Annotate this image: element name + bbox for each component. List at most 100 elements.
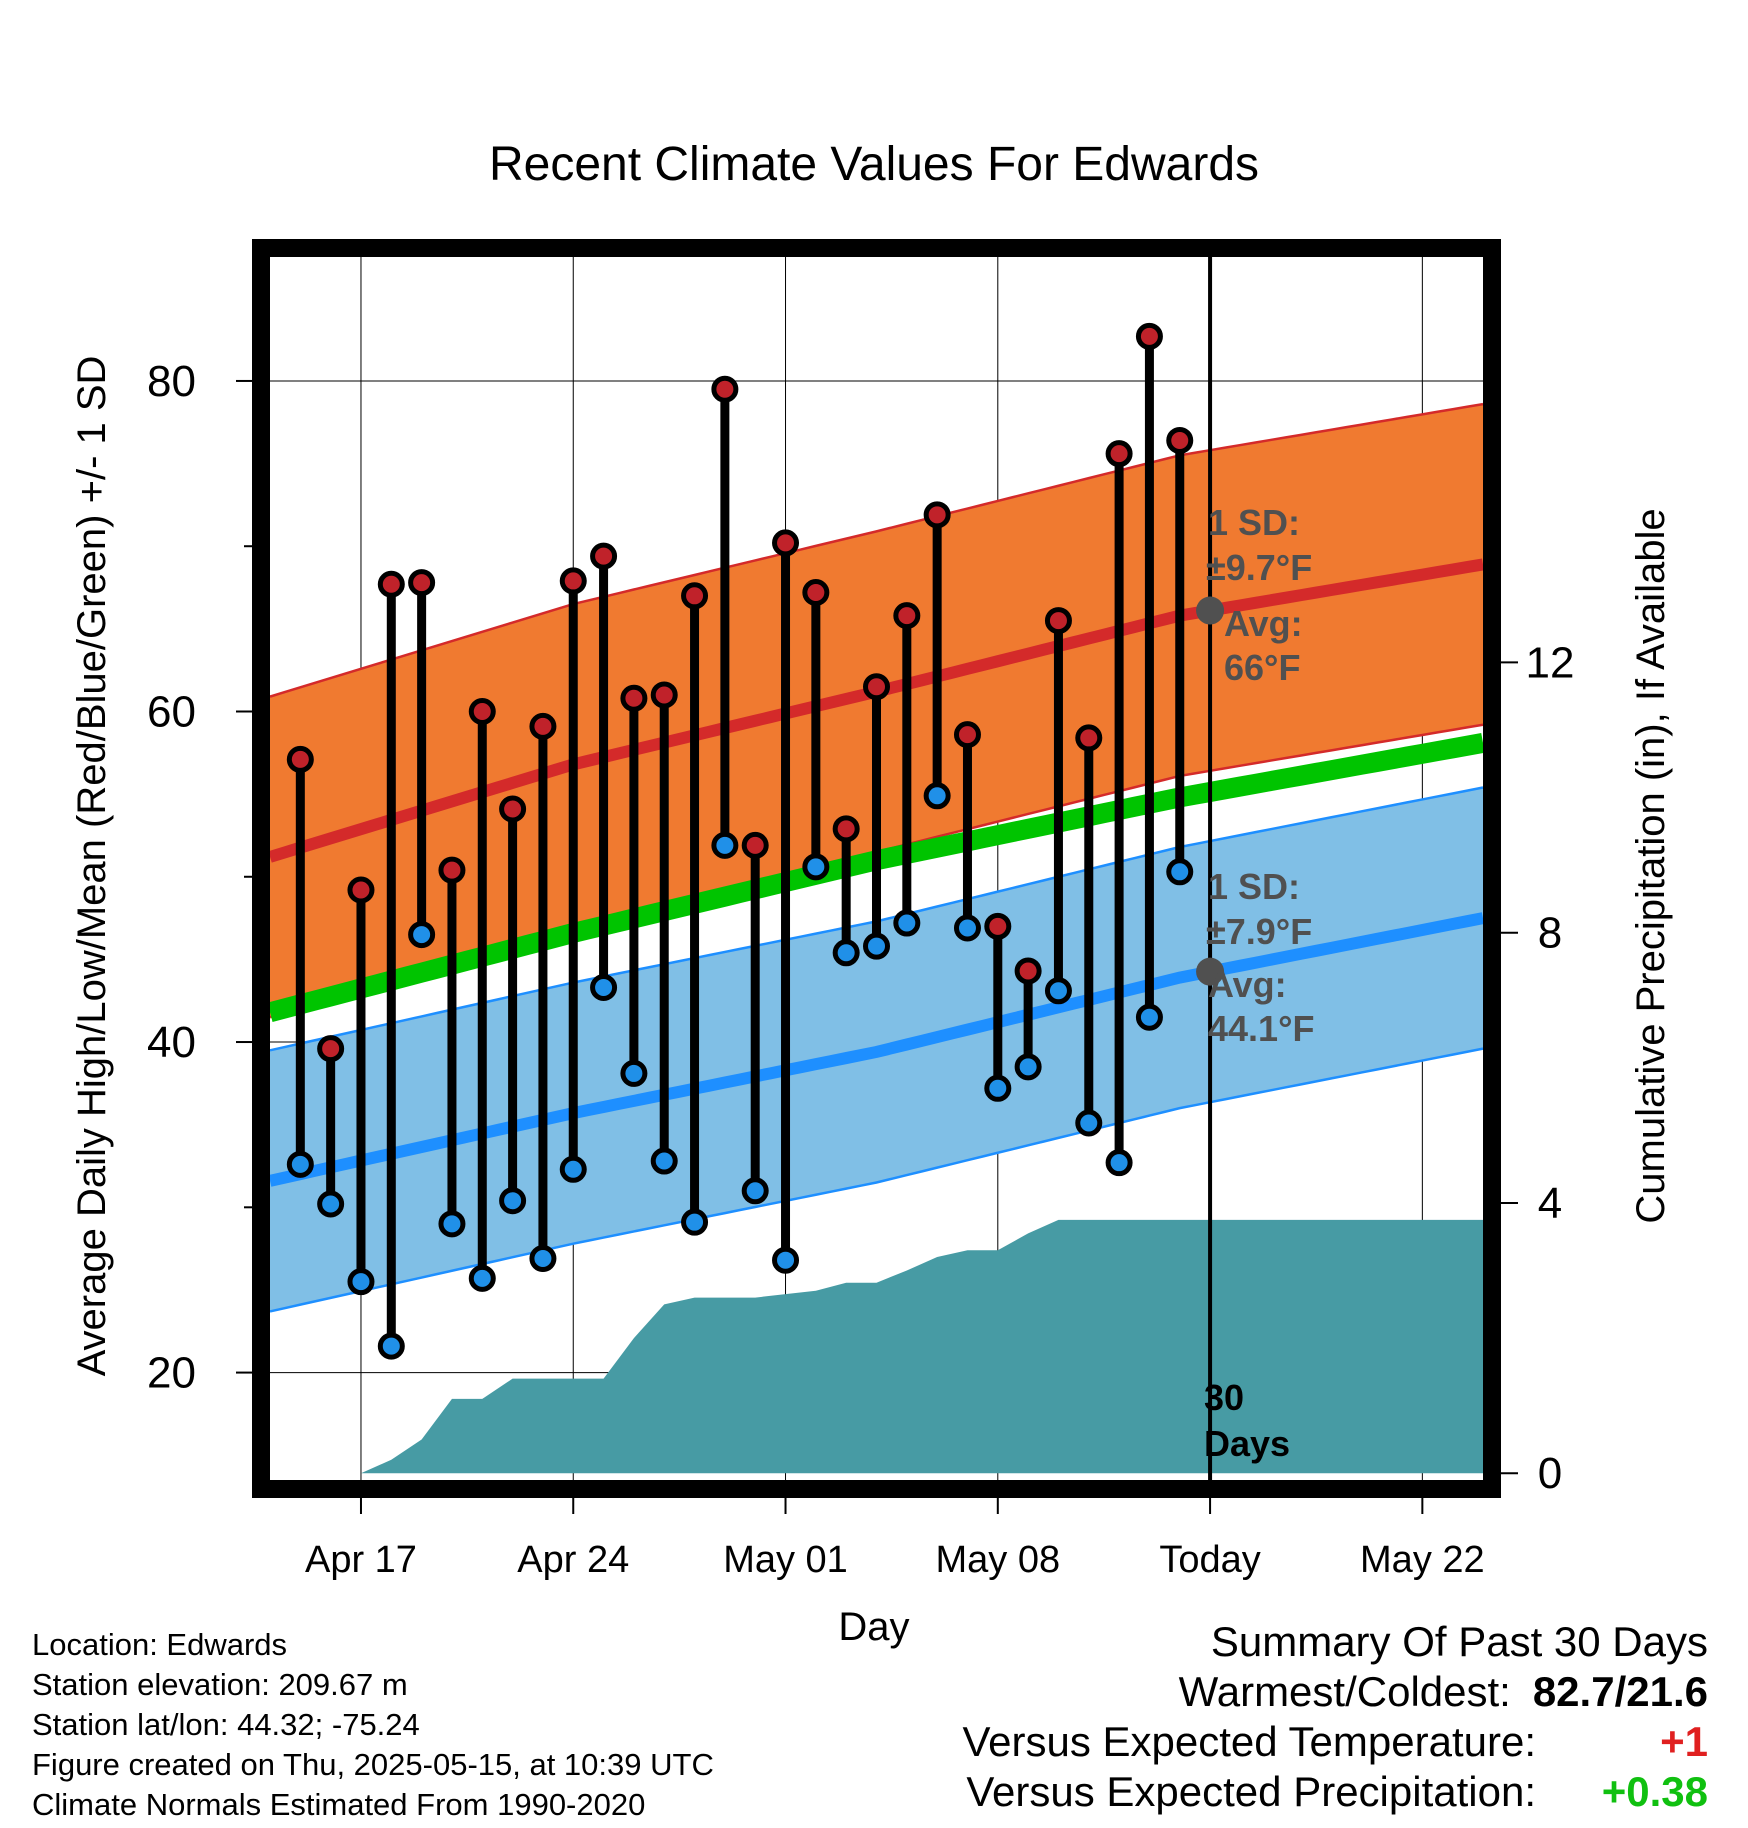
daily-high-point-11 — [620, 684, 648, 712]
daily-high-point-29 — [1166, 426, 1194, 454]
daily-high-point-9 — [559, 567, 587, 595]
high-avg-value: 66°F — [1224, 647, 1300, 688]
summary-panel: Summary Of Past 30 Days Warmest/Coldest:… — [962, 1617, 1708, 1817]
daily-low-point-7 — [499, 1187, 527, 1215]
y-right-tick-label-2: 8 — [1538, 909, 1562, 958]
daily-high-point-20 — [893, 602, 921, 630]
climate-normals-period: Climate Normals Estimated From 1990-2020 — [32, 1787, 646, 1822]
low-avg-line — [268, 912, 1485, 1187]
warm-cold-value: 82.7/21.6 — [1532, 1668, 1708, 1715]
station-latlon: Station lat/lon: 44.32; -75.24 — [32, 1707, 420, 1742]
daily-high-point-16 — [772, 529, 800, 557]
daily-low-point-24 — [1014, 1053, 1042, 1081]
temp-value: +1 — [1660, 1718, 1708, 1765]
daily-low-point-16 — [772, 1246, 800, 1274]
daily-high-point-21 — [923, 501, 951, 529]
daily-low-point-23 — [984, 1074, 1012, 1102]
high-avg-label: Avg: — [1224, 603, 1303, 644]
x-axis: Apr 17 Apr 24 May 01 May 08 Today May 22 — [305, 1498, 1485, 1581]
daily-high-point-1 — [317, 1035, 345, 1063]
daily-low-point-20 — [893, 909, 921, 937]
daily-high-point-7 — [499, 795, 527, 823]
summary-temp: Versus Expected Temperature: +1 — [962, 1717, 1708, 1767]
y-axis-right: 0 4 8 12 — [1501, 638, 1574, 1498]
today-high-avg-marker — [1196, 596, 1225, 625]
days-word: Days — [1204, 1423, 1290, 1464]
daily-low-point-29 — [1166, 858, 1194, 886]
station-location: Location: Edwards — [32, 1627, 288, 1662]
x-tick-label-2: May 01 — [723, 1539, 848, 1581]
y-left-tick-label-0: 20 — [147, 1349, 196, 1398]
today-line — [1196, 257, 1225, 1480]
x-tick-label-4: Today — [1159, 1539, 1260, 1581]
figure-created: Figure created on Thu, 2025-05-15, at 10… — [32, 1747, 714, 1782]
low-annotation: 1 SD: ±7.9°F Avg: 44.1°F — [1206, 866, 1314, 1049]
y-axis-right-label: Cumulative Precipitation (in), If Availa… — [1629, 508, 1673, 1223]
daily-low-point-27 — [1105, 1149, 1133, 1177]
daily-points — [286, 322, 1194, 1360]
daily-high-point-6 — [468, 697, 496, 725]
daily-high-point-19 — [863, 673, 890, 701]
high-sd-band-upper-edge — [269, 402, 1484, 698]
daily-high-point-13 — [681, 582, 709, 610]
y-left-tick-label-3: 80 — [147, 357, 196, 406]
daily-high-point-14 — [711, 375, 739, 403]
temp-label: Versus Expected Temperature: — [962, 1718, 1536, 1765]
daily-high-point-3 — [377, 570, 405, 598]
daily-low-point-15 — [741, 1177, 769, 1205]
x-tick-label-3: May 08 — [935, 1539, 1060, 1581]
daily-high-point-26 — [1075, 724, 1103, 752]
daily-stems — [295, 336, 1185, 1347]
daily-high-point-0 — [286, 745, 314, 773]
daily-low-point-3 — [377, 1332, 405, 1360]
daily-low-point-19 — [863, 932, 890, 960]
daily-high-point-28 — [1135, 322, 1163, 350]
high-sd-label: 1 SD: — [1208, 502, 1300, 543]
daily-high-point-12 — [650, 681, 678, 709]
today-low-avg-marker — [1196, 957, 1225, 986]
daily-low-point-14 — [711, 831, 739, 859]
station-elevation: Station elevation: 209.67 m — [32, 1667, 408, 1702]
daily-high-point-27 — [1105, 440, 1133, 468]
daily-low-point-6 — [468, 1264, 496, 1292]
y-axis-left-label: Average Daily High/Low/Mean (Red/Blue/Gr… — [70, 356, 114, 1377]
x-tick-label-5: May 22 — [1360, 1539, 1485, 1581]
daily-low-point-26 — [1075, 1109, 1103, 1137]
y-right-tick-label-3: 12 — [1526, 638, 1575, 687]
x-axis-label: Day — [838, 1605, 909, 1649]
low-sd-label: 1 SD: — [1208, 866, 1300, 907]
daily-high-point-2 — [347, 876, 375, 904]
daily-low-point-1 — [317, 1190, 345, 1218]
precip-value: +0.38 — [1601, 1768, 1708, 1815]
daily-low-point-21 — [923, 782, 951, 810]
daily-high-point-17 — [802, 578, 830, 606]
daily-low-point-10 — [590, 973, 618, 1001]
y-right-tick-label-1: 4 — [1538, 1179, 1562, 1228]
chart-title: Recent Climate Values For Edwards — [489, 138, 1259, 191]
daily-high-point-10 — [590, 542, 618, 570]
daily-low-point-18 — [832, 939, 860, 967]
high-sd-value: ±9.7°F — [1206, 547, 1312, 588]
daily-high-point-4 — [408, 569, 436, 597]
daily-low-point-8 — [529, 1245, 557, 1273]
daily-low-point-9 — [559, 1155, 587, 1183]
daily-low-point-2 — [347, 1268, 375, 1296]
daily-low-point-11 — [620, 1059, 648, 1087]
days-count: 30 — [1204, 1377, 1244, 1418]
x-tick-label-0: Apr 17 — [305, 1539, 417, 1581]
plot-frame — [252, 239, 1501, 1498]
summary-title: Summary Of Past 30 Days — [1210, 1618, 1708, 1665]
low-sd-value: ±7.9°F — [1206, 911, 1312, 952]
precip-label: Versus Expected Precipitation: — [966, 1768, 1536, 1815]
daily-high-point-25 — [1044, 607, 1072, 635]
low-avg-value: 44.1°F — [1208, 1008, 1314, 1049]
daily-high-point-24 — [1014, 957, 1042, 985]
daily-high-point-8 — [529, 712, 557, 740]
y-right-tick-label-0: 0 — [1538, 1449, 1562, 1498]
daily-low-point-5 — [438, 1210, 466, 1238]
daily-high-point-22 — [953, 721, 981, 749]
precip-cumulative-area — [270, 1219, 1483, 1474]
daily-high-point-15 — [741, 831, 769, 859]
daily-low-point-22 — [953, 914, 981, 942]
